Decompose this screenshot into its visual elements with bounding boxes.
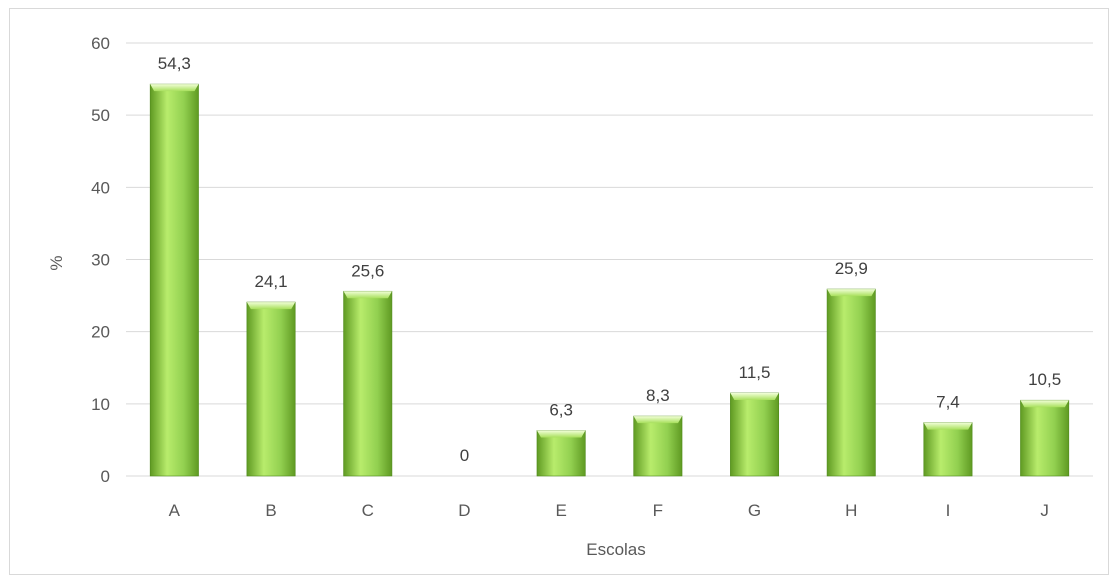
bar-A — [149, 83, 199, 477]
data-label-I: 7,4 — [936, 393, 960, 412]
y-tick-label: 40 — [91, 178, 110, 197]
y-tick-label: 10 — [91, 395, 110, 414]
bar-C — [343, 290, 393, 477]
x-axis-title: Escolas — [586, 540, 646, 559]
x-tick-label-B: B — [265, 501, 276, 520]
x-tick-label-H: H — [845, 501, 857, 520]
bar-cap-F — [633, 416, 683, 424]
data-label-G: 11,5 — [739, 363, 771, 382]
y-tick-label: 30 — [91, 251, 110, 270]
bar-H — [826, 288, 876, 477]
data-label-F: 8,3 — [646, 386, 670, 405]
bar-cap-B — [246, 302, 296, 310]
y-axis-ticks: 0 10 20 30 40 50 60 — [91, 34, 110, 486]
bar-cap-E — [536, 430, 586, 438]
y-tick-label: 20 — [91, 323, 110, 342]
bar-cap-J — [1020, 400, 1069, 408]
x-tick-label-F: F — [653, 501, 663, 520]
data-label-D: 0 — [460, 446, 469, 465]
bar-G — [730, 392, 780, 477]
data-label-C: 25,6 — [351, 261, 384, 280]
x-tick-label-I: I — [946, 501, 951, 520]
bar-J — [1020, 399, 1070, 477]
bar-cap-C — [343, 291, 392, 299]
bar-F — [633, 415, 683, 477]
data-label-A: 54,3 — [158, 54, 191, 73]
bar-chart: 0 10 20 30 40 50 60 54,3 24,1 25,6 0 6,3 8,3 11,5 25,… — [47, 34, 1093, 559]
x-axis-ticks: A B C D E F G H I J — [169, 501, 1049, 520]
x-tick-label-J: J — [1040, 501, 1049, 520]
bar-cap-I — [923, 422, 973, 430]
y-tick-label: 60 — [91, 34, 110, 53]
data-label-H: 25,9 — [835, 259, 868, 278]
x-tick-label-G: G — [748, 501, 761, 520]
x-tick-label-D: D — [458, 501, 470, 520]
x-tick-label-C: C — [362, 501, 374, 520]
y-tick-label: 0 — [101, 467, 110, 486]
data-labels: 54,3 24,1 25,6 0 6,3 8,3 11,5 25,9 7,4 10,5 — [158, 54, 1061, 465]
bar-cap-A — [150, 84, 199, 92]
x-tick-label-E: E — [555, 501, 566, 520]
y-tick-label: 50 — [91, 106, 110, 125]
data-label-J: 10,5 — [1028, 370, 1061, 389]
bar-I — [923, 422, 973, 477]
y-axis-title: % — [47, 255, 66, 270]
bar-cap-H — [827, 289, 876, 297]
data-label-E: 6,3 — [549, 401, 573, 420]
data-label-B: 24,1 — [255, 272, 288, 291]
bar-B — [246, 301, 296, 477]
bar-E — [536, 430, 586, 477]
chart-frame: 0 10 20 30 40 50 60 54,3 24,1 25,6 0 6,3 8,3 11,5 25,… — [9, 8, 1109, 575]
x-tick-label-A: A — [169, 501, 181, 520]
bars — [149, 83, 1070, 477]
bar-cap-G — [730, 393, 779, 401]
